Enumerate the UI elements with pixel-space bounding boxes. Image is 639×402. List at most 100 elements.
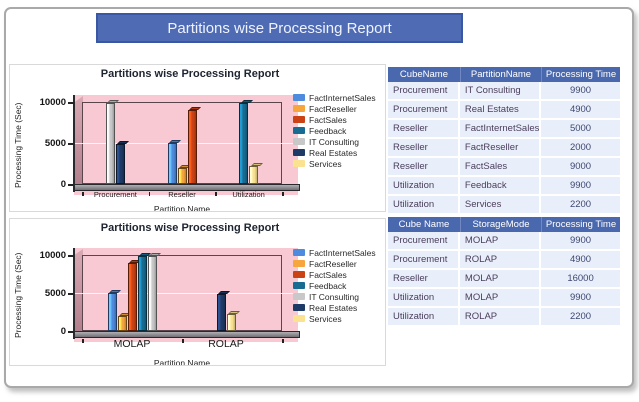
table-cell: Utilization [388,289,460,308]
table-cell: IT Consulting [459,82,542,101]
table-cell: 2200 [541,196,620,215]
table-cell: Procurement [388,82,460,101]
table-cell: 4900 [541,251,620,270]
bar [177,168,187,184]
legend-swatch [293,138,305,145]
table-cell: Services [459,196,542,215]
y-tick-label: 0 [60,178,66,190]
legend-label: Feedback [309,125,347,136]
table-row: Reseller FactSales 9000 [388,158,620,177]
legend-item: IT Consulting [293,136,385,147]
legend-item: Real Estates [293,147,385,158]
table-cell: FactReseller [459,139,542,158]
y-tick-label: 0 [60,325,66,337]
y-tick [68,184,74,186]
table-row: Procurement IT Consulting 9900 [388,82,620,101]
chart-panel-storage-mode: Partitions wise Processing Report Process… [9,218,386,366]
legend-swatch [293,116,305,123]
legend-swatch [293,105,305,112]
table-cell: Reseller [388,270,460,289]
table-row: Utilization Services 2200 [388,196,620,215]
legend-item: FactSales [293,114,385,125]
table-cell: 16000 [541,270,620,289]
table-header-row: Cube Name StorageMode Processing Time [388,217,620,232]
table-cell: ROLAP [459,251,542,270]
table-cell: Reseller [388,120,460,139]
report-window: Partitions wise Processing Report Partit… [4,7,634,388]
legend-item: FactSales [293,269,385,280]
table-cell: Utilization [388,196,460,215]
x-category-label: ROLAP [208,338,244,350]
x-tick [82,192,84,196]
table-row: Utilization Feedback 9900 [388,177,620,196]
legend-item: FactInternetSales [293,92,385,103]
column-header: Processing Time [541,217,620,232]
y-tick [68,255,74,257]
column-header: StorageMode [459,217,542,232]
y-axis-title: Processing Time (Sec) [13,252,23,338]
y-tick-label: 5000 [44,287,66,299]
column-header: PartitionName [459,67,542,82]
table-header-row: CubeName PartitionName Processing Time [388,67,620,82]
bar [105,103,115,184]
legend-label: FactSales [309,269,347,280]
bar [115,144,125,184]
gridline [75,143,297,144]
table-cell: 9000 [541,158,620,177]
table-cell: Procurement [388,232,460,251]
table-cell: Reseller [388,139,460,158]
legend-swatch [293,160,305,167]
legend-label: FactInternetSales [309,247,376,258]
table-row: Reseller MOLAP 16000 [388,270,620,289]
x-tick [148,192,151,196]
chart-title: Partitions wise Processing Report [100,222,280,234]
table-cell: 9900 [541,289,620,308]
table-cell: Procurement [388,251,460,270]
legend-label: Services [309,158,342,169]
legend-swatch [293,282,305,289]
table-cell: 5000 [541,120,620,139]
x-category-label: Procurement [93,190,137,199]
y-tick [68,143,74,145]
legend-swatch [293,149,305,156]
legend-item: Services [293,158,385,169]
legend-swatch [293,94,305,101]
bar [167,143,177,184]
table-cell: Real Estates [459,101,542,120]
legend-item: FactReseller [293,258,385,269]
table-cell: MOLAP [459,232,542,251]
y-axis-line [73,95,75,192]
bar [137,256,147,331]
table-row: Reseller FactInternetSales 5000 [388,120,620,139]
bar [239,103,249,184]
table-cell: Procurement [388,101,460,120]
x-axis-title: Partition Name [153,204,211,212]
legend-label: Real Estates [309,302,358,313]
bar [226,314,236,331]
legend-item: Services [293,313,385,324]
y-tick-label: 10000 [39,96,66,108]
y-tick [68,331,74,333]
y-tick [68,293,74,295]
table-cell: FactSales [459,158,542,177]
table-row: Utilization MOLAP 9900 [388,289,620,308]
x-tick [182,339,184,343]
table-row: Procurement ROLAP 4900 [388,251,620,270]
x-tick [82,339,84,343]
column-header: CubeName [388,67,460,82]
table-cell: Utilization [388,308,460,327]
bar [216,294,226,331]
x-tick [215,192,217,196]
table-cell: 9900 [541,232,620,251]
table-cell: FactInternetSales [459,120,542,139]
table-row: Procurement Real Estates 4900 [388,101,620,120]
column-header: Processing Time [541,67,620,82]
table-cube-partition-processing: CubeName PartitionName Processing Time Proc… [388,67,620,215]
chart-legend: FactInternetSales FactReseller FactSales Fe… [293,247,385,324]
x-axis-title: Partition Name [153,358,211,366]
plot-floor [74,331,300,338]
bar [147,256,157,331]
bar [127,263,137,331]
legend-label: Real Estates [309,147,358,158]
table-cell: Utilization [388,177,460,196]
